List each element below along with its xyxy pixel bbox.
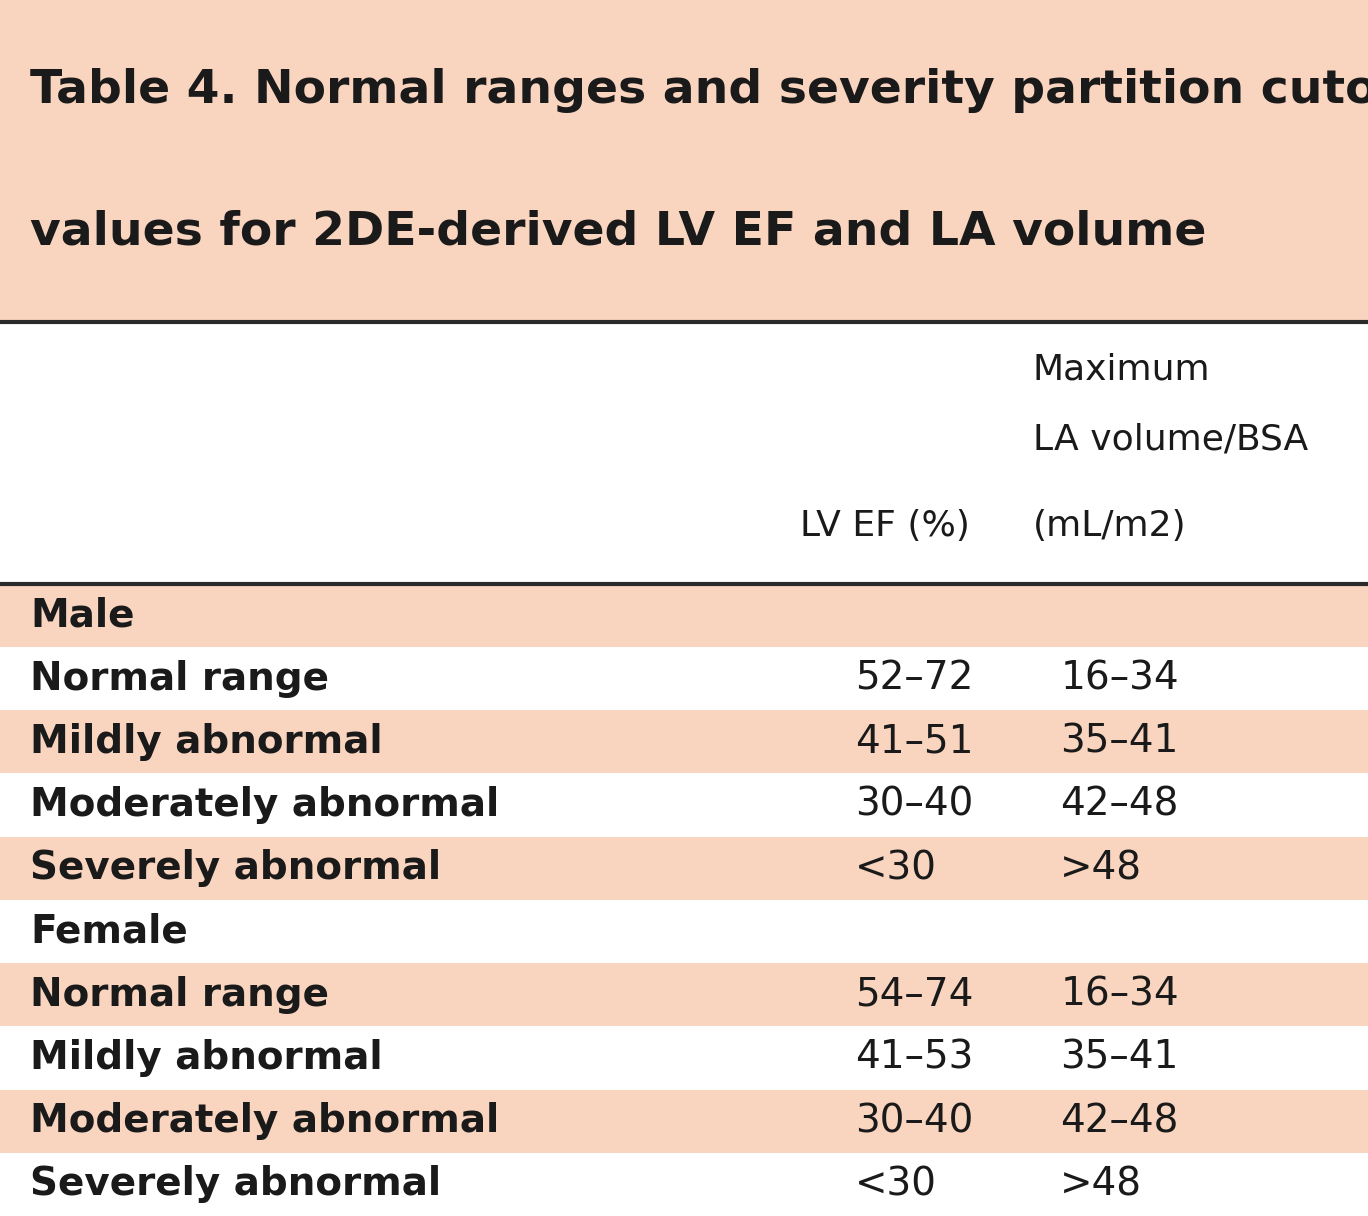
Text: Moderately abnormal: Moderately abnormal (30, 786, 499, 824)
Text: 54–74: 54–74 (855, 975, 974, 1014)
Text: Male: Male (30, 596, 134, 635)
Text: 30–40: 30–40 (855, 1102, 974, 1141)
Text: Table 4. Normal ranges and severity partition cutoff: Table 4. Normal ranges and severity part… (30, 68, 1368, 113)
Text: Normal range: Normal range (30, 659, 330, 698)
Text: 35–41: 35–41 (1060, 722, 1179, 761)
Bar (0, 837, 1368, 900)
Text: 42–48: 42–48 (1060, 1102, 1179, 1141)
Text: 42–48: 42–48 (1060, 786, 1179, 824)
Text: Moderately abnormal: Moderately abnormal (30, 1102, 499, 1141)
Text: values for 2DE-derived LV EF and LA volume: values for 2DE-derived LV EF and LA volu… (30, 209, 1207, 254)
Text: 35–41: 35–41 (1060, 1038, 1179, 1077)
Text: Normal range: Normal range (30, 975, 330, 1014)
Text: Maximum: Maximum (1033, 353, 1211, 387)
Text: >48: >48 (1060, 1165, 1142, 1204)
Text: Female: Female (30, 912, 187, 951)
Text: Mildly abnormal: Mildly abnormal (30, 722, 383, 761)
Text: <30: <30 (855, 1165, 937, 1204)
Text: 41–51: 41–51 (855, 722, 974, 761)
Bar (0, 0, 1368, 322)
Text: LV EF (%): LV EF (%) (800, 510, 970, 544)
Text: Severely abnormal: Severely abnormal (30, 849, 442, 888)
Bar (0, 1026, 1368, 1090)
Bar (0, 963, 1368, 1026)
Bar (0, 1090, 1368, 1153)
Text: <30: <30 (855, 849, 937, 888)
Text: Severely abnormal: Severely abnormal (30, 1165, 442, 1204)
Bar (0, 1153, 1368, 1216)
Bar (0, 900, 1368, 963)
Bar (0, 584, 1368, 647)
Text: >48: >48 (1060, 849, 1142, 888)
Text: 16–34: 16–34 (1060, 975, 1179, 1014)
Text: LA volume/BSA: LA volume/BSA (1033, 423, 1308, 457)
Text: 52–72: 52–72 (855, 659, 974, 698)
Text: (mL/m2): (mL/m2) (1033, 510, 1186, 544)
Text: 41–53: 41–53 (855, 1038, 974, 1077)
Text: 16–34: 16–34 (1060, 659, 1179, 698)
Text: Mildly abnormal: Mildly abnormal (30, 1038, 383, 1077)
Bar (0, 773, 1368, 837)
Bar (0, 322, 1368, 584)
Text: 30–40: 30–40 (855, 786, 974, 824)
Bar (0, 647, 1368, 710)
Bar (0, 710, 1368, 773)
